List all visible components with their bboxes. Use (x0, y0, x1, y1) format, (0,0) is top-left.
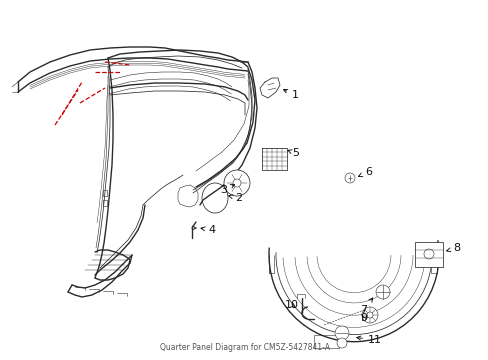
Text: 8: 8 (446, 243, 459, 253)
Text: 9: 9 (359, 313, 366, 323)
Bar (414, 242, 442, 267)
Text: 6: 6 (358, 167, 371, 177)
Text: 11: 11 (356, 335, 381, 345)
Circle shape (334, 326, 348, 340)
Circle shape (423, 249, 433, 259)
Text: 2: 2 (228, 193, 242, 203)
Text: 3: 3 (220, 185, 234, 195)
Circle shape (232, 179, 241, 187)
Text: 5: 5 (287, 148, 298, 158)
Text: Quarter Panel Diagram for CM5Z-5427841-A: Quarter Panel Diagram for CM5Z-5427841-A (159, 343, 329, 352)
Text: 7: 7 (359, 298, 372, 315)
Text: 1: 1 (283, 89, 298, 100)
Circle shape (361, 307, 377, 323)
Circle shape (366, 312, 372, 318)
Circle shape (224, 170, 249, 196)
Circle shape (336, 338, 346, 348)
Circle shape (375, 285, 389, 299)
Text: 10: 10 (285, 300, 298, 310)
Text: 4: 4 (201, 225, 215, 235)
